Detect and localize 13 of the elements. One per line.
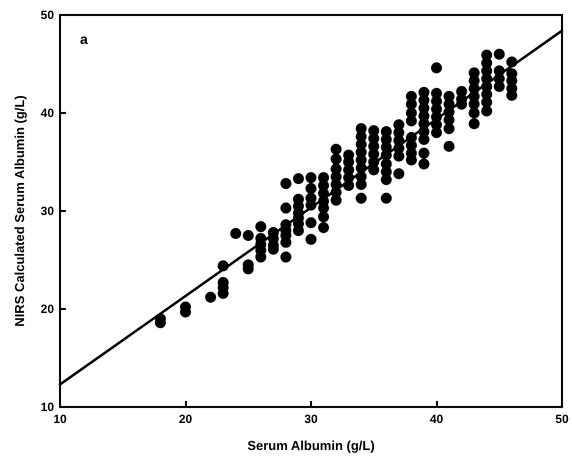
y-tick-label: 50 — [40, 8, 54, 22]
x-tick-label: 50 — [555, 412, 569, 426]
y-tick-label: 20 — [40, 302, 54, 316]
annotation: a — [80, 31, 88, 47]
x-axis-title: Serum Albumin (g/L) — [247, 438, 375, 453]
y-tick-label: 10 — [40, 400, 54, 414]
x-tick-label: 20 — [178, 412, 192, 426]
y-tick-label: 40 — [40, 106, 54, 120]
x-tick-label: 30 — [304, 412, 318, 426]
y-tick-label: 30 — [40, 204, 54, 218]
x-tick-label: 10 — [53, 412, 67, 426]
y-axis-title: NIRS Calculated Serum Albumin (g/L) — [12, 95, 27, 327]
x-tick-label: 40 — [430, 412, 444, 426]
